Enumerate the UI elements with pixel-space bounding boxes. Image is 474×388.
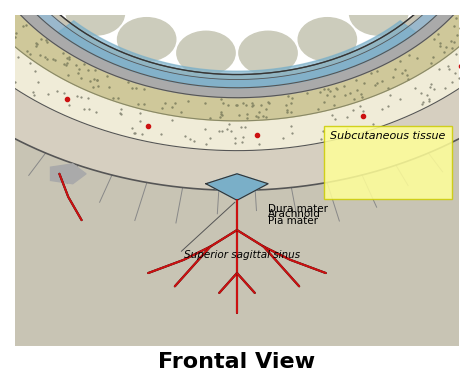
Polygon shape [206,174,268,200]
Circle shape [118,18,176,61]
FancyBboxPatch shape [324,126,452,199]
Circle shape [239,31,297,75]
Text: Subcutaneous tissue: Subcutaneous tissue [330,131,446,141]
Text: Pia mater: Pia mater [268,216,318,226]
Polygon shape [0,0,474,191]
Text: Frontal View: Frontal View [158,352,316,372]
Polygon shape [9,0,465,346]
Circle shape [66,0,125,35]
Text: Arachnoid: Arachnoid [268,209,321,219]
Circle shape [298,18,356,61]
Polygon shape [0,0,474,88]
Text: Superior sagittal sinus: Superior sagittal sinus [184,250,300,260]
Polygon shape [58,21,416,88]
Circle shape [349,0,408,35]
Polygon shape [0,0,474,151]
Circle shape [177,31,235,75]
Polygon shape [0,0,474,121]
Polygon shape [51,164,86,184]
Polygon shape [0,0,474,98]
Text: Dura mater: Dura mater [268,204,328,213]
